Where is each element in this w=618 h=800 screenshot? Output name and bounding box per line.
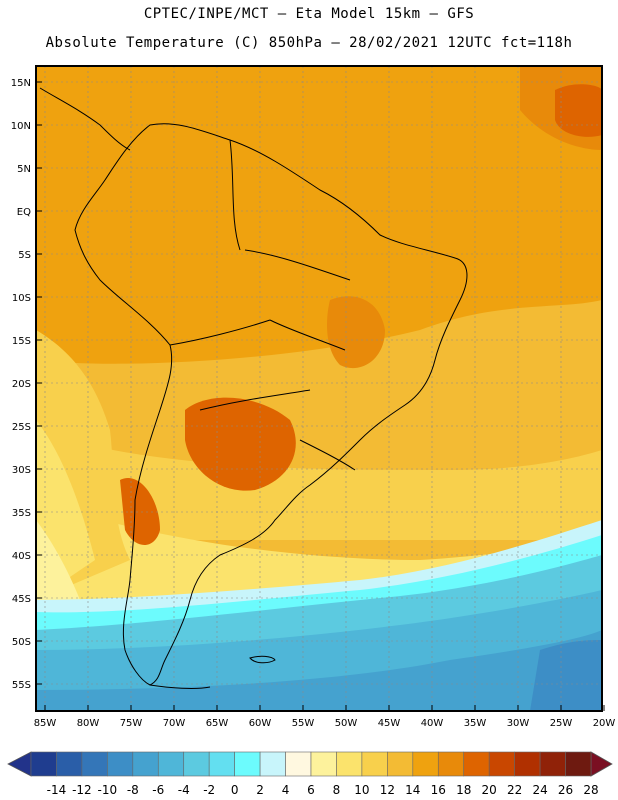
lat-tick-label: 15N [11, 78, 31, 89]
colorbar-label: 24 [532, 783, 547, 797]
colorbar-swatch [157, 751, 185, 777]
lon-tick-label: 75W [120, 718, 143, 729]
colorbar-swatch [81, 751, 108, 777]
lat-tick-label: 10S [12, 293, 31, 304]
lat-tick-label: 10N [11, 121, 31, 132]
colorbar-swatch [488, 751, 515, 777]
south-america-outline [74, 123, 468, 686]
colorbar-swatch [310, 751, 337, 777]
lon-tick-label: 55W [292, 718, 315, 729]
lon-tick-label: 80W [77, 718, 100, 729]
lat-tick-label: 45S [12, 594, 31, 605]
colorbar-label: 12 [380, 783, 395, 797]
colorbar-swatch [463, 751, 490, 777]
falklands-outline [249, 655, 276, 664]
colorbar-swatch [285, 751, 312, 777]
colorbar-label: 20 [482, 783, 497, 797]
lon-tick-label: 65W [206, 718, 229, 729]
central-america-outline [39, 87, 131, 151]
colorbar-label: 8 [333, 783, 341, 797]
colorbar-swatch [539, 751, 566, 777]
lat-tick-label: 5S [18, 250, 31, 261]
lat-tick-label: 5N [17, 164, 31, 175]
lat-tick-label: 55S [12, 680, 31, 691]
lat-tick-label: 30S [12, 465, 31, 476]
colorbar-label: 4 [282, 783, 290, 797]
lat-tick-label: 25S [12, 422, 31, 433]
lat-tick-label: 15S [12, 336, 31, 347]
lon-tick-label: 25W [550, 718, 573, 729]
lon-tick-label: 30W [507, 718, 530, 729]
field-band-m2 [36, 630, 602, 711]
colorbar-swatch [30, 751, 57, 777]
colorbar-label: 22 [507, 783, 522, 797]
colorbar-label: 0 [231, 783, 239, 797]
lon-tick-label: 20W [593, 718, 616, 729]
colorbar-label: 28 [583, 783, 598, 797]
colorbar-swatch [132, 751, 159, 777]
lat-tick-label: 35S [12, 508, 31, 519]
lat-tick-label: 40S [12, 551, 31, 562]
tierra-del-fuego-outline [149, 684, 211, 689]
title-line-2: Absolute Temperature (C) 850hPa – 28/02/… [45, 35, 573, 51]
colorbar-swatch [107, 751, 134, 777]
colorbar-label: 16 [431, 783, 446, 797]
field-warm-central [327, 296, 385, 369]
colorbar-label: 18 [456, 783, 471, 797]
lon-tick-label: 45W [378, 718, 401, 729]
colorbar-swatch [437, 751, 465, 777]
field-hot-andes [120, 478, 160, 545]
title-line-1: CPTEC/INPE/MCT – Eta Model 15km – GFS [143, 6, 475, 22]
colorbar-label: -2 [203, 783, 215, 797]
colorbar-swatch [361, 751, 388, 777]
colorbar-swatch [234, 751, 261, 777]
colorbar-swatch [56, 751, 83, 777]
colorbar-label: -10 [98, 783, 118, 797]
lat-tick-label: EQ [17, 207, 31, 218]
country-borders [169, 139, 356, 471]
field-band-m4 [530, 640, 602, 711]
lat-tick-label: 50S [12, 637, 31, 648]
temperature-field [36, 66, 602, 711]
latitude-ticks: 15N 10N 5N EQ 5S 10S 15S 20S 25S 30S 35S 40S 45S 50S 5… [11, 78, 42, 691]
colorbar-swatch [387, 751, 414, 777]
field-hot-ne [555, 84, 602, 137]
lon-tick-label: 40W [421, 718, 444, 729]
colorbar-label: -14 [47, 783, 67, 797]
colorbar: -14 -12 -10 -8 -6 -4 -2 0 2 4 6 8 10 12 14 16 18 20 22 24 26… [7, 751, 613, 797]
colorbar-label: 10 [354, 783, 369, 797]
colorbar-label: 26 [558, 783, 573, 797]
field-pacific-yellow-3 [36, 520, 80, 610]
lon-tick-label: 50W [335, 718, 358, 729]
colorbar-label: -6 [152, 783, 164, 797]
colorbar-swatch [208, 751, 235, 777]
map-frame [35, 65, 603, 712]
colorbar-label: 6 [307, 783, 315, 797]
colorbar-right-cap [590, 751, 613, 777]
colorbar-label: -12 [72, 783, 92, 797]
colorbar-swatch [514, 751, 541, 777]
lon-tick-label: 35W [464, 718, 487, 729]
lon-tick-label: 85W [34, 718, 57, 729]
colorbar-label: -4 [178, 783, 190, 797]
colorbar-swatch [565, 751, 592, 777]
colorbar-label: 14 [405, 783, 420, 797]
lon-tick-label: 70W [163, 718, 186, 729]
colorbar-swatch [336, 751, 363, 777]
coastlines [39, 87, 468, 689]
colorbar-swatch [412, 751, 439, 777]
colorbar-swatch [183, 751, 210, 777]
longitude-ticks: 85W 80W 75W 70W 65W 60W 55W 50W 45W 40W 35W 30W 25W 2… [34, 705, 616, 729]
field-hot-chaco [185, 397, 296, 491]
field-band-14 [36, 430, 602, 540]
colorbar-label: -8 [127, 783, 139, 797]
lat-tick-label: 20S [12, 379, 31, 390]
colorbar-left-cap [7, 751, 32, 777]
colorbar-label: 2 [256, 783, 264, 797]
colorbar-swatch [259, 751, 286, 777]
lon-tick-label: 60W [249, 718, 272, 729]
